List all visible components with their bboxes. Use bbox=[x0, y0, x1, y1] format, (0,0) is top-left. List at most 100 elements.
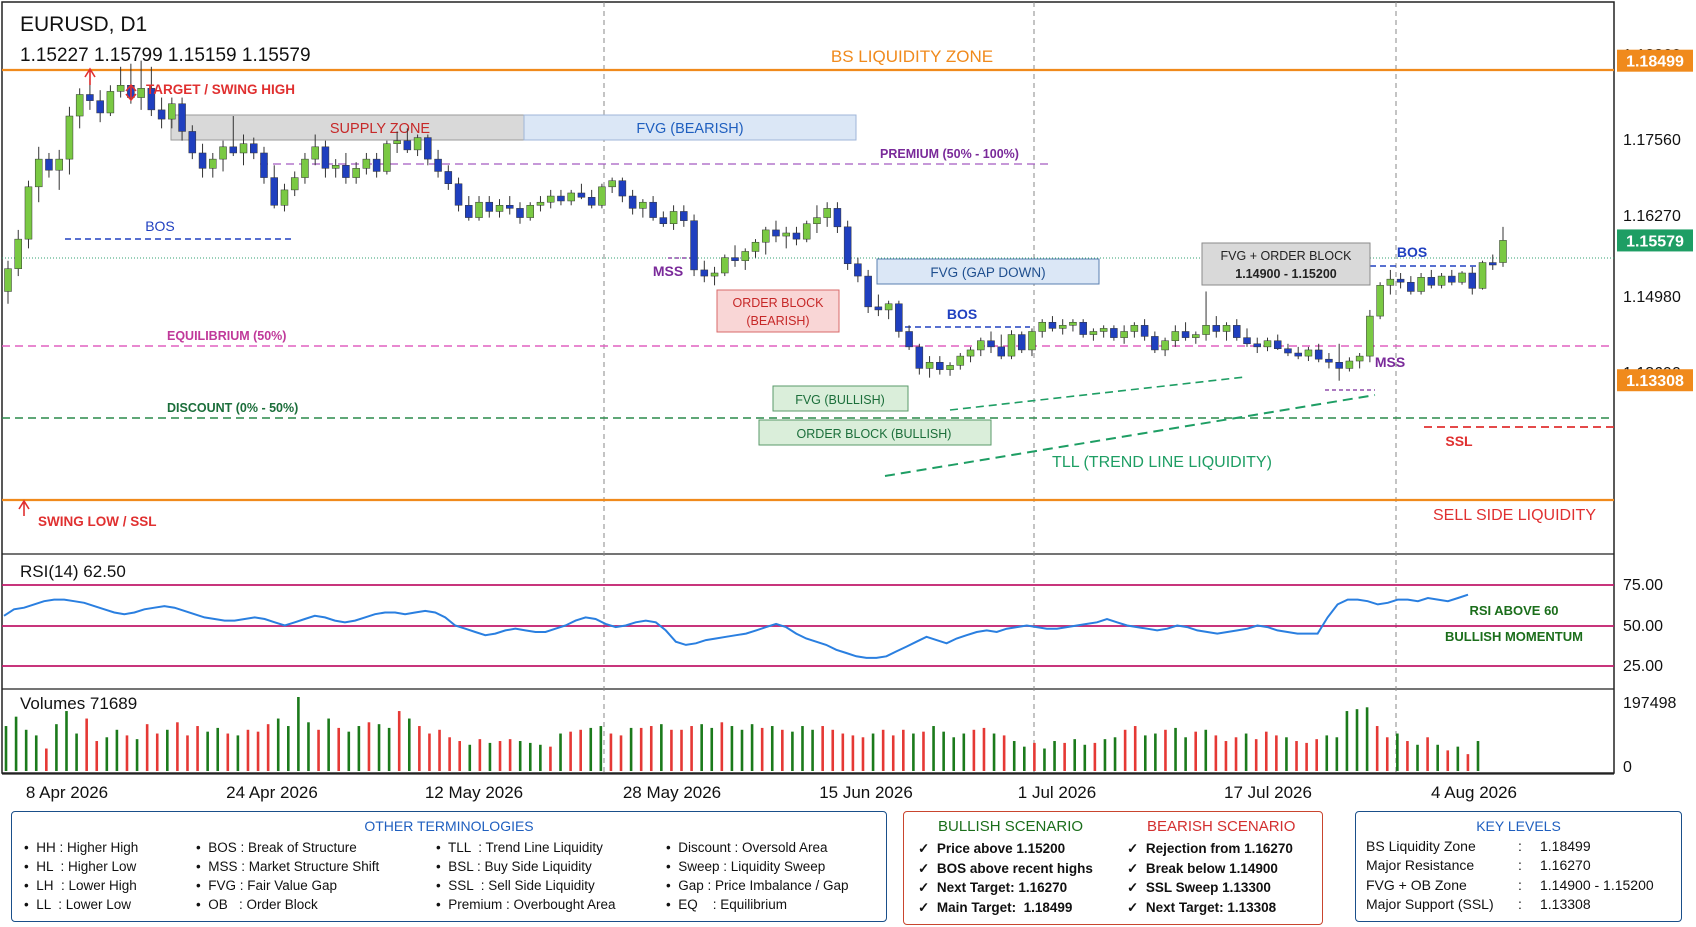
candle bbox=[700, 260, 709, 283]
volume-bar bbox=[1264, 731, 1268, 771]
volume-title: Volumes 71689 bbox=[20, 694, 137, 713]
volume-bar bbox=[226, 733, 230, 771]
candle bbox=[157, 97, 166, 129]
candle bbox=[250, 137, 258, 160]
check-icon: ✓ bbox=[1127, 841, 1139, 856]
volume-bar bbox=[1224, 741, 1228, 771]
candle bbox=[792, 226, 801, 246]
volume-bar bbox=[559, 733, 562, 771]
candle bbox=[1120, 325, 1128, 344]
candle bbox=[1478, 260, 1487, 290]
term-item: • BSL : Buy Side Liquidity bbox=[436, 859, 592, 874]
volume-bar bbox=[1194, 731, 1197, 771]
key-levels-panel: KEY LEVELS BS Liquidity Zone: 1.18499 Maj… bbox=[1355, 811, 1682, 922]
volume-bar bbox=[55, 724, 58, 771]
candle bbox=[1263, 337, 1272, 352]
chart-frame bbox=[1, 1, 1615, 774]
candle bbox=[280, 183, 289, 212]
volume-bar bbox=[1365, 707, 1369, 771]
candle bbox=[1099, 325, 1108, 338]
volume-bar bbox=[891, 735, 895, 771]
volume-bar bbox=[145, 724, 149, 771]
candle bbox=[301, 152, 309, 184]
swing-high-arrow-icon bbox=[84, 67, 96, 85]
candle bbox=[4, 260, 12, 304]
candle bbox=[1192, 331, 1200, 344]
volume-bar bbox=[105, 737, 109, 771]
rsi-tick: 75.00 bbox=[1623, 577, 1663, 594]
candle bbox=[198, 143, 207, 178]
term-item: • OB : Order Block bbox=[196, 897, 318, 912]
volume-bar bbox=[135, 739, 139, 771]
bullish-scenario-title: BULLISH SCENARIO bbox=[938, 818, 1084, 835]
fvg-gap-down-label: FVG (GAP DOWN) bbox=[930, 265, 1045, 280]
volume-bar bbox=[831, 729, 835, 771]
date-tick: 24 Apr 2026 bbox=[226, 783, 318, 802]
volume-bar bbox=[1073, 739, 1077, 771]
volume-bar bbox=[508, 739, 512, 771]
candle bbox=[895, 300, 903, 338]
candle bbox=[219, 140, 227, 172]
volume-bar bbox=[1012, 741, 1016, 771]
volume-bar bbox=[982, 727, 986, 771]
key-levels-title: KEY LEVELS bbox=[1476, 818, 1561, 834]
volume-bar bbox=[1446, 750, 1450, 771]
candle bbox=[444, 165, 453, 190]
volume-bar bbox=[649, 726, 653, 771]
term-item: • Premium : Overbought Area bbox=[436, 897, 616, 912]
date-tick: 8 Apr 2026 bbox=[26, 783, 108, 802]
candle bbox=[168, 97, 176, 129]
volume-bar bbox=[811, 729, 814, 771]
candle bbox=[874, 294, 883, 317]
volume-bar bbox=[528, 742, 532, 771]
price-tick: 1.17560 bbox=[1623, 132, 1681, 149]
volume-bar bbox=[297, 697, 300, 771]
volume-bar bbox=[115, 729, 119, 771]
order-block-bullish-label: ORDER BLOCK (BULLISH) bbox=[797, 427, 952, 441]
candle bbox=[96, 90, 104, 123]
date-tick: 4 Aug 2026 bbox=[1431, 783, 1517, 802]
volume-bar bbox=[478, 739, 482, 771]
candle bbox=[1376, 282, 1384, 320]
candle bbox=[342, 152, 350, 184]
volume-bar bbox=[1093, 742, 1097, 771]
candle bbox=[956, 353, 965, 370]
volume-bar bbox=[1436, 744, 1439, 771]
volume-bar bbox=[327, 718, 330, 771]
key-level-sep: : bbox=[1518, 837, 1522, 854]
candle bbox=[802, 220, 811, 243]
term-item: • LH : Lower High bbox=[24, 878, 137, 893]
bullish-scenario: BULLISH SCENARIO ✓ Price above 1.15200 ✓… bbox=[904, 812, 1113, 924]
volume-bar bbox=[155, 733, 159, 771]
candle bbox=[516, 202, 524, 224]
candle bbox=[1468, 266, 1477, 295]
date-tick: 1 Jul 2026 bbox=[1018, 783, 1096, 802]
rsi-title: RSI(14) 62.50 bbox=[20, 562, 126, 581]
candle bbox=[485, 196, 494, 218]
chart-canvas: SUPPLY ZONE FVG (BEARISH) FVG (GAP DOWN)… bbox=[1, 1, 1693, 802]
candle bbox=[413, 134, 422, 157]
candle bbox=[106, 85, 115, 117]
candle bbox=[598, 183, 606, 209]
rsi-tick: 25.00 bbox=[1623, 658, 1663, 675]
bearish-item: Next Target: 1.13308 bbox=[1145, 899, 1277, 915]
equilibrium-label: EQUILIBRIUM (50%) bbox=[167, 329, 286, 343]
volume-bar bbox=[750, 724, 754, 771]
candle bbox=[1089, 328, 1098, 341]
candle bbox=[1038, 319, 1046, 338]
check-icon: ✓ bbox=[918, 899, 930, 915]
candle bbox=[1335, 343, 1343, 381]
candle bbox=[680, 205, 688, 227]
check-icon: ✓ bbox=[1127, 860, 1139, 876]
volume-bar bbox=[65, 711, 68, 771]
candle bbox=[75, 88, 84, 129]
volume-bar bbox=[407, 718, 411, 771]
bearish-scenario: BEARISH SCENARIO ✓ Rejection from 1.1627… bbox=[1113, 812, 1322, 924]
candle bbox=[1407, 276, 1415, 295]
date-tick: 12 May 2026 bbox=[425, 783, 523, 802]
volume-bar bbox=[266, 724, 270, 771]
volume-bar bbox=[1335, 737, 1339, 771]
supply-zone-label: SUPPLY ZONE bbox=[330, 121, 431, 137]
volume-bar bbox=[1426, 737, 1429, 771]
candle bbox=[1151, 331, 1159, 354]
